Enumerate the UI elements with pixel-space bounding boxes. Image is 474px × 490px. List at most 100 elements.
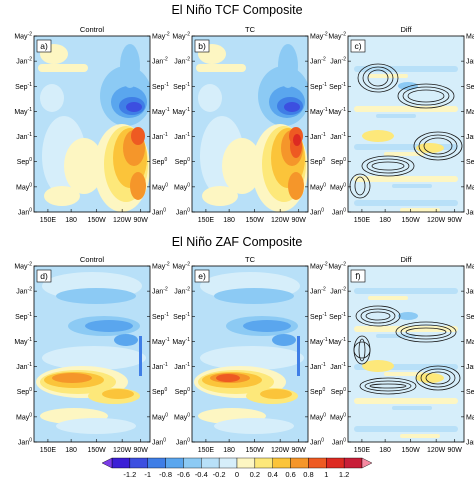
y-tick-label: Jan-1: [330, 132, 346, 141]
y-tick-label: Jan-2: [310, 57, 326, 66]
y-tick-label: Sep-1: [466, 82, 474, 91]
y-tick-label: May-1: [310, 107, 328, 116]
y-tick-label: Jan0: [310, 438, 324, 447]
colorbar-arrow-left: [101, 457, 113, 469]
colorbar-tick-label: 1.2: [339, 470, 349, 479]
colorbar-tick-label: -0.2: [213, 470, 226, 479]
x-tick-label: 150E: [40, 447, 57, 454]
y-tick-label: May-1: [466, 337, 474, 346]
colorbar-tick-label: 0: [235, 470, 239, 479]
y-tick-label: Jan-2: [330, 57, 346, 66]
contour-field: [348, 36, 464, 212]
panel-a: Control a) 150E 180 150W 120W 90W May-2 May-2 Jan…: [14, 25, 170, 224]
colorbar-swatch: [147, 457, 166, 469]
y-tick-label: May-2: [328, 32, 346, 41]
y-tick-label: Jan0: [18, 208, 32, 217]
contour-field: [192, 36, 308, 212]
x-tick-label: 120W: [271, 447, 290, 454]
y-tick-label: Sep-1: [15, 312, 32, 321]
panel-name: TC: [245, 255, 256, 264]
y-tick-label: Sep0: [17, 387, 32, 396]
y-tick-label: Jan-1: [330, 362, 346, 371]
y-tick-label: Jan0: [152, 438, 166, 447]
panel-label-box: [36, 269, 52, 283]
y-tick-label: May0: [16, 182, 32, 191]
contour-field: [34, 266, 150, 442]
y-tick-label: Jan0: [152, 208, 166, 217]
x-tick-label: 150E: [198, 217, 215, 224]
panel-b: TC b) 150E 180 150W 120W 90W May-2 May-2 Jan-2 Jan…: [172, 25, 328, 224]
contour-field: [192, 266, 308, 442]
colorbar-swatch: [183, 457, 202, 469]
y-tick-label: Sep-1: [173, 312, 190, 321]
y-tick-label: Jan-2: [330, 287, 346, 296]
y-tick-label: Sep-1: [310, 312, 327, 321]
y-tick-label: Jan-1: [174, 362, 190, 371]
y-tick-label: Sep-1: [152, 82, 169, 91]
x-tick-label: 180: [379, 217, 391, 224]
y-tick-label: May-1: [152, 337, 170, 346]
y-tick-label: Jan-1: [174, 132, 190, 141]
row-title: El Niño ZAF Composite: [172, 235, 303, 249]
y-tick-label: Sep-1: [329, 82, 346, 91]
y-tick-label: Sep0: [466, 387, 474, 396]
panel-label: a): [40, 41, 48, 51]
panel-label-box: [194, 269, 210, 283]
y-tick-label: May0: [16, 412, 32, 421]
panel-frame: [347, 265, 465, 443]
colorbar-tick-label: -0.6: [177, 470, 190, 479]
colorbar-swatch: [326, 457, 345, 469]
panel-name: Diff: [400, 25, 412, 34]
x-tick-label: 120W: [113, 447, 132, 454]
x-tick-label: 90W: [448, 447, 463, 454]
panel-label-box: [350, 269, 366, 283]
x-tick-label: 90W: [448, 217, 463, 224]
x-tick-label: 120W: [113, 217, 132, 224]
y-tick-label: May-2: [310, 32, 328, 41]
x-tick-label: 90W: [292, 447, 307, 454]
panel-label-box: [36, 39, 52, 53]
y-tick-label: Sep-1: [329, 312, 346, 321]
y-tick-label: Jan0: [176, 208, 190, 217]
colorbar-swatch: [201, 457, 220, 469]
y-tick-label: Jan-2: [310, 287, 326, 296]
y-tick-label: Sep-1: [466, 312, 474, 321]
y-tick-label: Jan-1: [466, 362, 474, 371]
y-tick-label: Sep0: [152, 157, 167, 166]
y-tick-label: May0: [310, 182, 326, 191]
colorbar-tick-label: 1: [324, 470, 328, 479]
y-tick-label: May-2: [466, 262, 474, 271]
y-tick-label: Sep-1: [152, 312, 169, 321]
y-tick-label: Sep0: [310, 157, 325, 166]
row-title: El Niño TCF Composite: [171, 3, 302, 17]
y-tick-label: Jan-1: [310, 362, 326, 371]
x-tick-label: 150W: [245, 217, 264, 224]
y-tick-label: Jan0: [332, 438, 346, 447]
y-tick-label: May0: [330, 182, 346, 191]
colorbar-swatch: [129, 457, 148, 469]
y-tick-label: Sep0: [331, 157, 346, 166]
x-tick-label: 180: [65, 447, 77, 454]
y-tick-label: Sep0: [466, 157, 474, 166]
panel-label: f): [355, 271, 360, 281]
x-tick-label: 180: [223, 217, 235, 224]
colorbar: -1.2 -1 -0.8 -0.6 -0.4 -0.2 0 0.2 0.4 0.6 0.8 1 1.2: [101, 457, 373, 479]
colorbar-arrow-right: [361, 457, 373, 469]
colorbar-tick-label: 0.4: [267, 470, 277, 479]
y-tick-label: May-2: [172, 262, 190, 271]
colorbar-tick-label: -1.2: [123, 470, 136, 479]
panel-name: Control: [80, 255, 105, 264]
y-tick-label: Sep-1: [15, 82, 32, 91]
panel-label: e): [198, 271, 206, 281]
y-tick-label: May-2: [14, 262, 32, 271]
x-tick-label: 120W: [427, 447, 446, 454]
y-tick-label: May0: [466, 182, 474, 191]
x-tick-label: 150W: [87, 217, 106, 224]
y-tick-label: Jan0: [466, 438, 474, 447]
x-tick-label: 90W: [134, 447, 149, 454]
panel-frame: [33, 35, 151, 213]
y-tick-label: May-2: [14, 32, 32, 41]
y-tick-label: Sep0: [175, 387, 190, 396]
